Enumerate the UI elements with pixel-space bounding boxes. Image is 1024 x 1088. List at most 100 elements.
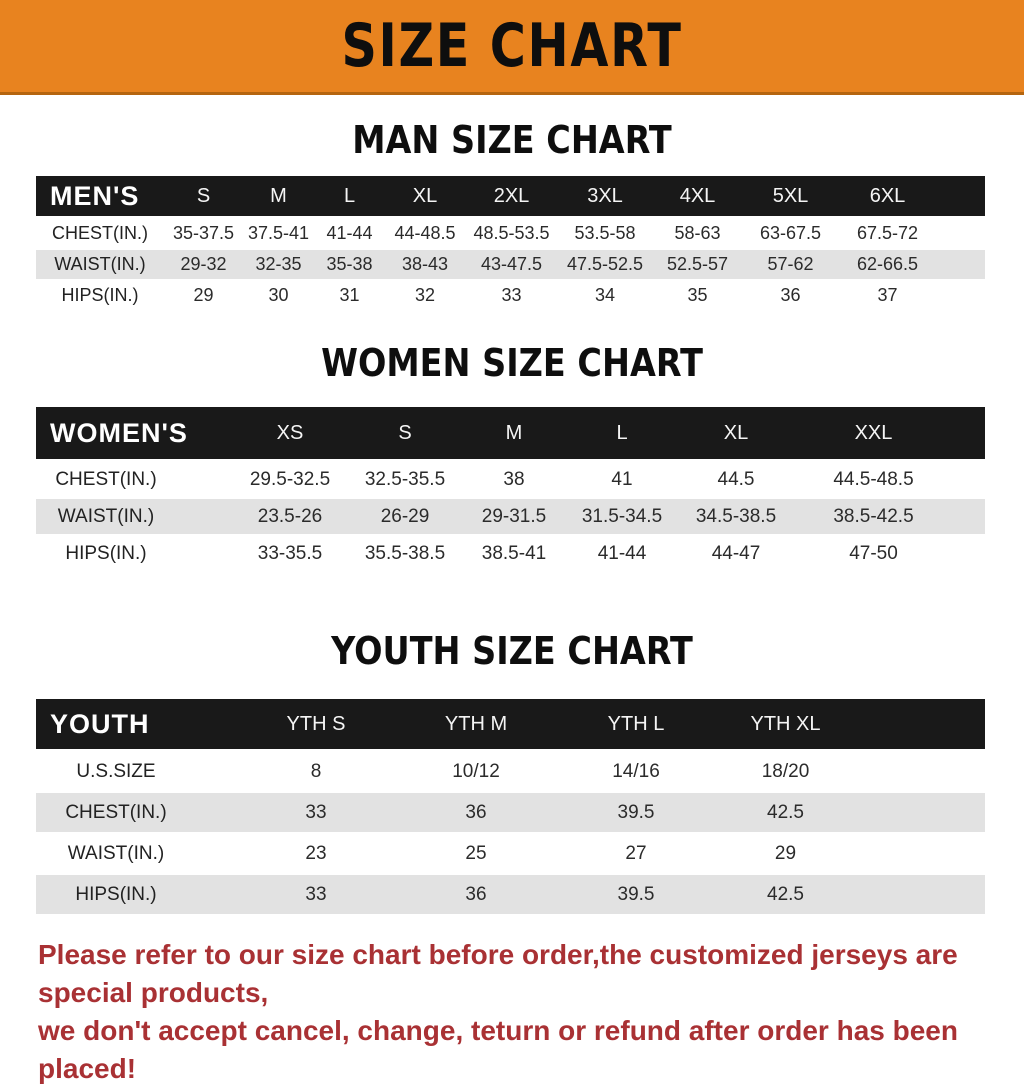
row-label: U.S.SIZE	[36, 750, 236, 793]
size-cell: 33-35.5	[231, 535, 349, 573]
man-section-heading: MAN SIZE CHART	[352, 118, 672, 162]
youth-ussize-row: U.S.SIZE 8 10/12 14/16 18/20	[36, 750, 985, 793]
women-column-header: XS	[231, 407, 349, 462]
size-cell: 62-66.5	[838, 249, 985, 281]
size-cell: 36	[396, 874, 556, 916]
size-cell: 32	[385, 280, 465, 312]
size-cell: 41-44	[567, 535, 677, 573]
size-cell: 35-38	[314, 249, 385, 281]
size-cell: 33	[236, 792, 396, 834]
size-cell: 44.5	[677, 460, 795, 499]
size-cell: 47-50	[795, 535, 985, 573]
size-cell: 32.5-35.5	[349, 460, 461, 499]
women-table-label: WOMEN'S	[36, 407, 231, 462]
men-column-header: S	[164, 176, 243, 219]
size-cell: 29	[716, 833, 985, 875]
row-label: WAIST(IN.)	[36, 498, 231, 536]
size-cell: 52.5-57	[652, 249, 743, 281]
men-column-header: 2XL	[465, 176, 558, 219]
size-cell: 44-47	[677, 535, 795, 573]
row-label: HIPS(IN.)	[36, 874, 236, 916]
women-size-table: WOMEN'S XS S M L XL XXL CHEST(IN.) 29.5-…	[36, 407, 985, 573]
size-cell: 38-43	[385, 249, 465, 281]
size-cell: 18/20	[716, 750, 985, 793]
size-cell: 47.5-52.5	[558, 249, 652, 281]
size-cell: 63-67.5	[743, 217, 838, 250]
size-cell: 34	[558, 280, 652, 312]
men-column-header: 5XL	[743, 176, 838, 219]
men-chest-row: CHEST(IN.) 35-37.5 37.5-41 41-44 44-48.5…	[36, 217, 985, 250]
size-cell: 23	[236, 833, 396, 875]
disclaimer-line-2: we don't accept cancel, change, teturn o…	[38, 1015, 958, 1084]
size-cell: 43-47.5	[465, 249, 558, 281]
size-cell: 38.5-42.5	[795, 498, 985, 536]
size-cell: 39.5	[556, 874, 716, 916]
size-cell: 29-32	[164, 249, 243, 281]
youth-hips-row: HIPS(IN.) 33 36 39.5 42.5	[36, 874, 985, 916]
size-cell: 38.5-41	[461, 535, 567, 573]
size-cell: 31	[314, 280, 385, 312]
size-cell: 44.5-48.5	[795, 460, 985, 499]
size-cell: 29-31.5	[461, 498, 567, 536]
size-cell: 42.5	[716, 792, 985, 834]
banner-title: SIZE CHART	[341, 11, 683, 81]
women-chest-row: CHEST(IN.) 29.5-32.5 32.5-35.5 38 41 44.…	[36, 460, 985, 499]
women-column-header: XXL	[795, 407, 985, 462]
size-cell: 53.5-58	[558, 217, 652, 250]
size-cell: 57-62	[743, 249, 838, 281]
size-cell: 36	[396, 792, 556, 834]
youth-column-header: YTH L	[556, 699, 716, 752]
size-cell: 23.5-26	[231, 498, 349, 536]
row-label: WAIST(IN.)	[36, 833, 236, 875]
row-label: CHEST(IN.)	[36, 217, 164, 250]
men-column-header: M	[243, 176, 314, 219]
size-cell: 37	[838, 280, 985, 312]
size-cell: 39.5	[556, 792, 716, 834]
size-cell: 10/12	[396, 750, 556, 793]
men-column-header: XL	[385, 176, 465, 219]
size-cell: 8	[236, 750, 396, 793]
size-cell: 35.5-38.5	[349, 535, 461, 573]
size-cell: 33	[465, 280, 558, 312]
disclaimer-line-1: Please refer to our size chart before or…	[38, 939, 958, 1008]
disclaimer-text: Please refer to our size chart before or…	[38, 936, 1024, 1088]
size-cell: 34.5-38.5	[677, 498, 795, 536]
size-cell: 27	[556, 833, 716, 875]
women-section-heading: WOMEN SIZE CHART	[321, 341, 703, 385]
size-cell: 41	[567, 460, 677, 499]
size-cell: 37.5-41	[243, 217, 314, 250]
women-hips-row: HIPS(IN.) 33-35.5 35.5-38.5 38.5-41 41-4…	[36, 535, 985, 573]
size-cell: 48.5-53.5	[465, 217, 558, 250]
size-cell: 42.5	[716, 874, 985, 916]
size-cell: 26-29	[349, 498, 461, 536]
men-hips-row: HIPS(IN.) 29 30 31 32 33 34 35 36 37	[36, 280, 985, 312]
row-label: WAIST(IN.)	[36, 249, 164, 281]
size-cell: 29.5-32.5	[231, 460, 349, 499]
men-header-row: MEN'S S M L XL 2XL 3XL 4XL 5XL 6XL	[36, 176, 985, 219]
men-waist-row: WAIST(IN.) 29-32 32-35 35-38 38-43 43-47…	[36, 249, 985, 281]
men-column-header: 3XL	[558, 176, 652, 219]
women-column-header: XL	[677, 407, 795, 462]
youth-column-header: YTH S	[236, 699, 396, 752]
size-chart-banner: SIZE CHART	[0, 0, 1024, 95]
men-table-label: MEN'S	[36, 176, 164, 219]
size-cell: 38	[461, 460, 567, 499]
size-cell: 29	[164, 280, 243, 312]
youth-section-heading: YOUTH SIZE CHART	[331, 629, 693, 673]
size-cell: 41-44	[314, 217, 385, 250]
youth-column-header: YTH M	[396, 699, 556, 752]
size-cell: 32-35	[243, 249, 314, 281]
row-label: HIPS(IN.)	[36, 280, 164, 312]
women-header-row: WOMEN'S XS S M L XL XXL	[36, 407, 985, 462]
size-cell: 36	[743, 280, 838, 312]
size-cell: 44-48.5	[385, 217, 465, 250]
youth-size-table: YOUTH YTH S YTH M YTH L YTH XL U.S.SIZE …	[36, 699, 985, 916]
women-column-header: M	[461, 407, 567, 462]
size-cell: 31.5-34.5	[567, 498, 677, 536]
size-cell: 33	[236, 874, 396, 916]
row-label: CHEST(IN.)	[36, 792, 236, 834]
women-waist-row: WAIST(IN.) 23.5-26 26-29 29-31.5 31.5-34…	[36, 498, 985, 536]
youth-waist-row: WAIST(IN.) 23 25 27 29	[36, 833, 985, 875]
row-label: HIPS(IN.)	[36, 535, 231, 573]
size-cell: 14/16	[556, 750, 716, 793]
